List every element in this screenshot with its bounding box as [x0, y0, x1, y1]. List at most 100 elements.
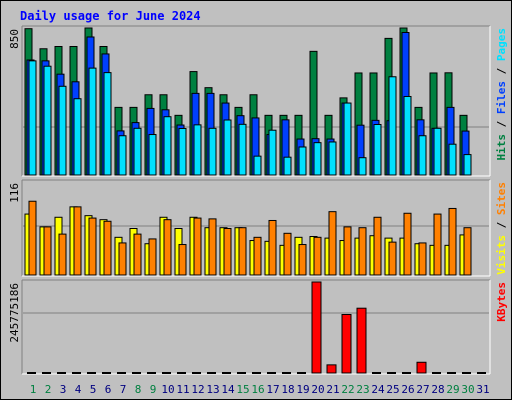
bar-kbytes-day-15	[237, 372, 246, 374]
legend-sites: Sites	[495, 182, 508, 215]
bar-sites-day-23	[358, 227, 367, 276]
day-label-12: 12	[191, 383, 204, 396]
bar-sites-day-27	[418, 242, 427, 276]
legend-/: /	[495, 61, 508, 81]
bar-sites-day-15	[238, 227, 247, 276]
day-label-17: 17	[266, 383, 279, 396]
day-label-7: 7	[120, 383, 127, 396]
bar-pages-day-22	[343, 102, 352, 176]
day-label-5: 5	[90, 383, 97, 396]
bar-pages-day-29	[448, 143, 457, 176]
panel-2-background	[22, 280, 490, 374]
bar-kbytes-day-18	[282, 372, 291, 374]
bar-sites-day-30	[463, 227, 472, 276]
day-label-8: 8	[135, 383, 142, 396]
panel-1-ymax-label: 116	[8, 183, 21, 203]
bar-pages-day-16	[253, 155, 262, 176]
day-label-3: 3	[60, 383, 67, 396]
day-label-2: 2	[45, 383, 52, 396]
day-label-10: 10	[161, 383, 174, 396]
bar-pages-day-20	[313, 142, 322, 176]
bar-kbytes-day-8	[132, 372, 141, 374]
day-label-29: 29	[446, 383, 459, 396]
bar-sites-day-11	[178, 244, 187, 276]
bar-kbytes-day-26	[402, 372, 411, 374]
bar-pages-day-15	[238, 123, 247, 176]
bar-kbytes-day-21	[326, 364, 337, 374]
bar-sites-day-10	[163, 219, 172, 276]
legend-files: Files	[495, 81, 508, 114]
day-label-23: 23	[356, 383, 369, 396]
legend-/: /	[495, 215, 508, 235]
day-label-25: 25	[386, 383, 399, 396]
bar-kbytes-day-13	[207, 372, 216, 374]
bar-pages-day-3	[58, 85, 67, 176]
bar-sites-day-29	[448, 207, 457, 276]
bar-kbytes-day-31	[477, 372, 486, 374]
bar-kbytes-day-27	[416, 361, 427, 374]
bar-kbytes-day-22	[341, 313, 352, 374]
day-label-9: 9	[150, 383, 157, 396]
panel-1-legend: Visits / Sites	[495, 182, 508, 275]
bar-sites-day-21	[328, 211, 337, 276]
bar-sites-day-28	[433, 213, 442, 276]
bar-sites-day-9	[148, 238, 157, 276]
bar-kbytes-day-4	[72, 372, 81, 374]
day-label-27: 27	[416, 383, 429, 396]
bar-kbytes-day-6	[102, 372, 111, 374]
day-label-6: 6	[105, 383, 112, 396]
bar-kbytes-day-3	[57, 372, 66, 374]
bar-kbytes-day-2	[42, 372, 51, 374]
day-label-30: 30	[461, 383, 474, 396]
bar-sites-day-12	[193, 217, 202, 276]
day-label-21: 21	[326, 383, 339, 396]
day-label-26: 26	[401, 383, 414, 396]
bar-sites-day-5	[88, 217, 97, 276]
day-label-14: 14	[221, 383, 235, 396]
day-label-11: 11	[176, 383, 189, 396]
bar-pages-day-28	[433, 127, 442, 176]
bar-kbytes-day-30	[462, 372, 471, 374]
bar-sites-day-3	[58, 233, 67, 276]
bar-pages-day-27	[418, 135, 427, 176]
legend-pages: Pages	[495, 28, 508, 61]
bar-sites-day-25	[388, 241, 397, 276]
panel-2-ymax-label: 245775186	[8, 283, 21, 343]
bar-kbytes-day-11	[177, 372, 186, 374]
day-label-4: 4	[75, 383, 82, 396]
bar-kbytes-day-7	[117, 372, 126, 374]
bar-pages-day-10	[163, 116, 172, 176]
day-label-28: 28	[431, 383, 444, 396]
day-label-13: 13	[206, 383, 219, 396]
bar-pages-day-4	[73, 98, 82, 176]
bar-pages-day-2	[43, 65, 52, 176]
bar-pages-day-14	[223, 119, 232, 176]
bar-kbytes-day-9	[147, 372, 156, 374]
bar-sites-day-20	[313, 236, 322, 276]
bar-kbytes-day-12	[192, 372, 201, 374]
bar-sites-day-8	[133, 233, 142, 276]
legend-visits: Visits	[495, 235, 508, 275]
bar-pages-day-6	[103, 72, 112, 176]
bar-pages-day-5	[88, 67, 97, 176]
bar-pages-day-30	[463, 154, 472, 176]
bar-kbytes-day-1	[27, 372, 36, 374]
bar-pages-day-1	[28, 60, 37, 176]
bar-pages-day-13	[208, 127, 217, 176]
bar-kbytes-day-17	[267, 372, 276, 374]
legend-hits: Hits	[495, 134, 508, 161]
day-label-16: 16	[251, 383, 264, 396]
bar-pages-day-23	[358, 157, 367, 176]
bar-pages-day-26	[403, 95, 412, 176]
bar-sites-day-22	[343, 226, 352, 276]
day-label-19: 19	[296, 383, 309, 396]
bar-sites-day-4	[73, 206, 82, 276]
legend-kbytes: KBytes	[495, 282, 508, 322]
bar-sites-day-26	[403, 212, 412, 276]
bar-kbytes-day-19	[297, 372, 306, 374]
day-label-22: 22	[341, 383, 354, 396]
day-label-1: 1	[30, 383, 37, 396]
day-label-20: 20	[311, 383, 324, 396]
bar-pages-day-17	[268, 129, 277, 176]
